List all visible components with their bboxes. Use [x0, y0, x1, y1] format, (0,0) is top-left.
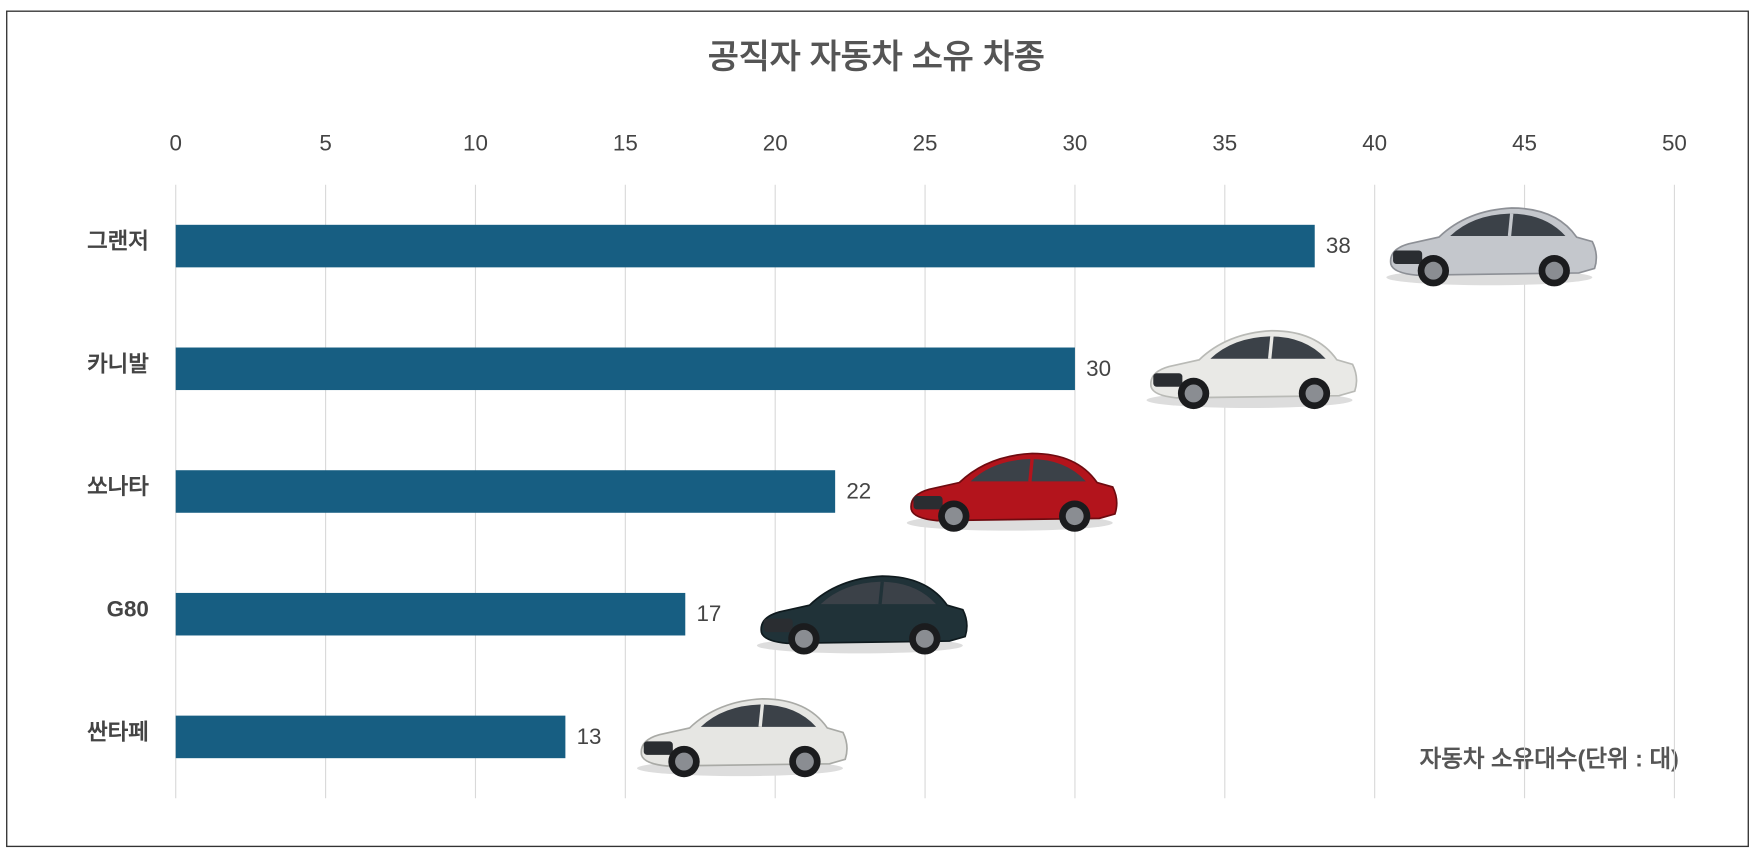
x-tick-label: 20	[763, 130, 788, 155]
car-grille	[643, 741, 673, 755]
car-grille	[1153, 373, 1183, 387]
value-label: 22	[846, 479, 871, 504]
x-tick-label: 0	[169, 130, 181, 155]
x-tick-label: 50	[1662, 130, 1687, 155]
x-tick-label: 5	[319, 130, 331, 155]
x-tick-label: 35	[1212, 130, 1237, 155]
car-grille	[763, 618, 793, 633]
chart-title: 공직자 자동차 소유 차종	[708, 38, 1045, 76]
bar	[175, 224, 1315, 268]
car-rim	[1065, 507, 1084, 526]
x-tick-label: 25	[913, 130, 938, 155]
bar	[175, 347, 1075, 391]
y-tick-label: 싼타페	[87, 719, 149, 744]
bar	[175, 470, 836, 513]
car-images	[637, 207, 1598, 778]
chart-frame	[6, 10, 1749, 848]
car-rim	[675, 752, 693, 771]
x-tick-label: 10	[463, 130, 488, 155]
car-window	[700, 704, 817, 727]
car-rim	[1305, 384, 1324, 403]
car-image	[1386, 207, 1598, 287]
car-grille	[913, 495, 943, 510]
car-rim	[1184, 384, 1203, 403]
car-rim	[1424, 261, 1443, 280]
value-label: 17	[696, 601, 721, 626]
bars: 그랜저 38 카니발 30 쏘나타 22 G80 17 싼타페 13	[87, 224, 1351, 759]
bar	[175, 715, 566, 759]
car-window	[1450, 213, 1566, 237]
car-rim	[1545, 261, 1564, 280]
car-grille	[1393, 250, 1423, 264]
car-rim	[795, 752, 814, 771]
car-image	[756, 575, 968, 655]
x-tick-label: 30	[1062, 130, 1087, 155]
car-window	[970, 459, 1086, 482]
car-pillar	[878, 581, 884, 605]
car-image	[1146, 329, 1358, 410]
x-tick-label: 45	[1512, 130, 1537, 155]
value-label: 30	[1086, 356, 1111, 381]
bar	[175, 592, 686, 636]
y-tick-label: 쏘나타	[87, 474, 149, 499]
car-image	[906, 452, 1118, 532]
y-tick-label: 그랜저	[87, 229, 149, 254]
car-pillar	[1507, 213, 1514, 237]
car-rim	[794, 629, 813, 648]
car-rim	[944, 507, 963, 526]
y-tick-label: G80	[107, 597, 149, 622]
car-window	[820, 581, 936, 605]
car-pillar	[1268, 336, 1274, 359]
y-tick-label: 카니발	[87, 351, 149, 376]
annotation: 자동차 소유대수(단위 : 대)	[1420, 745, 1679, 771]
value-label: 38	[1326, 233, 1351, 258]
car-image	[637, 698, 848, 778]
car-rim	[915, 629, 934, 648]
car-pillar	[1028, 458, 1034, 482]
grid: 0 5 10 15 20 25 30 35 40 45 50	[169, 130, 1687, 799]
car-window	[1210, 336, 1326, 359]
value-label: 13	[577, 724, 602, 749]
x-tick-label: 15	[613, 130, 638, 155]
car-pillar	[758, 704, 765, 727]
x-tick-label: 40	[1362, 130, 1387, 155]
